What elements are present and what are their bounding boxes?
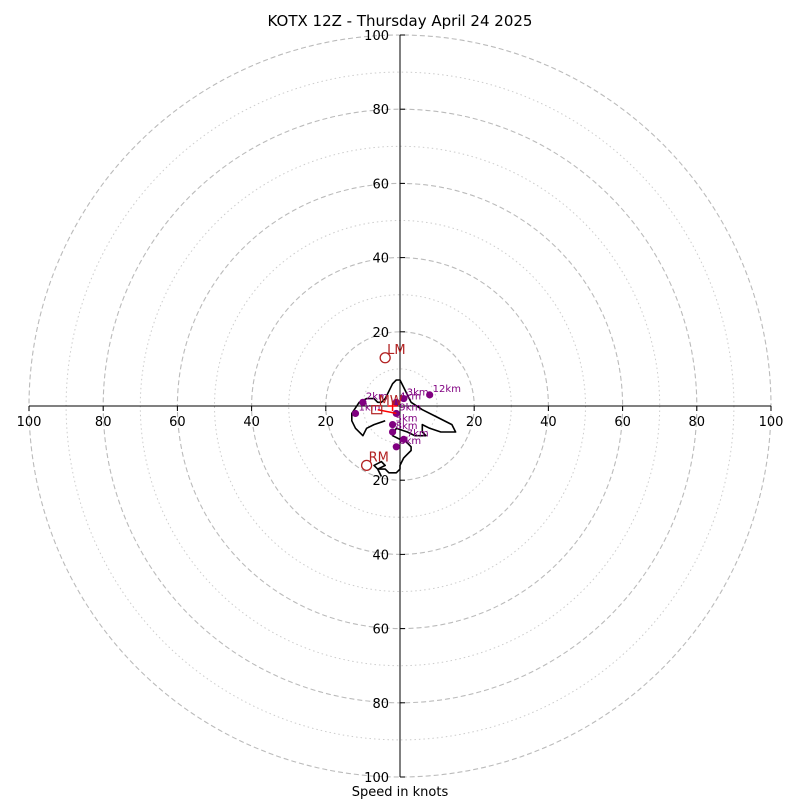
x-tick-label: 40 — [243, 415, 260, 430]
shear-vector-start-marker — [371, 405, 383, 415]
height-point-3km — [400, 394, 408, 403]
storm-motion-marker-LM — [379, 352, 391, 364]
height-point-12km — [426, 391, 434, 399]
mean-wind-label: MW — [379, 394, 403, 409]
x-tick-label: 60 — [614, 415, 631, 430]
height-label-3km: 3km — [407, 388, 429, 399]
height-label-12km: 12km — [433, 384, 461, 395]
height-label-8km: 8km — [396, 421, 418, 432]
height-point-1km — [351, 409, 360, 418]
x-tick-label: 40 — [540, 415, 557, 430]
x-axis-label: Speed in knots — [352, 785, 449, 800]
hodograph-trace-layer — [350, 379, 457, 477]
height-label-7km: 7km — [407, 428, 429, 439]
y-tick-label: 100 — [364, 29, 389, 44]
x-tick-label: 100 — [17, 415, 42, 430]
y-tick-label: 80 — [372, 103, 389, 118]
y-tick-label: 40 — [372, 252, 389, 267]
shear-vector — [377, 408, 397, 415]
y-tick-label: 60 — [372, 177, 389, 192]
x-tick-label: 100 — [759, 415, 784, 430]
height-label-6km: 6km — [399, 436, 421, 447]
axes — [28, 34, 772, 778]
height-point-2km — [359, 398, 367, 406]
height-point-7km — [400, 435, 408, 443]
tick-labels: 100 80 60 40 20 20 40 60 80 100 100 80 60 40 20 20 40 60 8… — [17, 29, 784, 786]
y-tick-label: 20 — [372, 326, 389, 341]
y-tick-label: 100 — [364, 771, 389, 786]
height-label-1km: 1km — [358, 402, 380, 413]
height-point-5km — [388, 420, 397, 429]
y-tick-label: 20 — [372, 474, 389, 489]
y-tick-label: 40 — [372, 548, 389, 563]
y-tick-label: 60 — [372, 623, 389, 638]
storm-motion-label-LM: LM — [387, 343, 405, 358]
storm-motion-label-RM: RM — [369, 450, 389, 465]
height-point-4km — [392, 398, 400, 406]
x-tick-label: 20 — [318, 415, 335, 430]
x-tick-label: 80 — [689, 415, 706, 430]
storm-motion-marker-RM — [360, 459, 373, 472]
storm-motion-layer: LM RM MW — [360, 343, 406, 472]
height-label-4km: 4km — [399, 391, 421, 402]
height-label-2km: 2km — [366, 391, 388, 402]
x-tick-label: 80 — [95, 415, 112, 430]
chart-title: KOTX 12Z - Thursday April 24 2025 — [268, 12, 533, 30]
x-tick-label: 60 — [169, 415, 186, 430]
y-tick-label: 80 — [372, 697, 389, 712]
x-tick-label: 20 — [466, 415, 483, 430]
height-label-5km: 5km — [396, 414, 418, 425]
height-label-9km: 9km — [399, 402, 421, 413]
hodograph-trace — [350, 379, 457, 477]
height-point-8km — [388, 428, 397, 436]
height-point-6km — [392, 443, 400, 451]
